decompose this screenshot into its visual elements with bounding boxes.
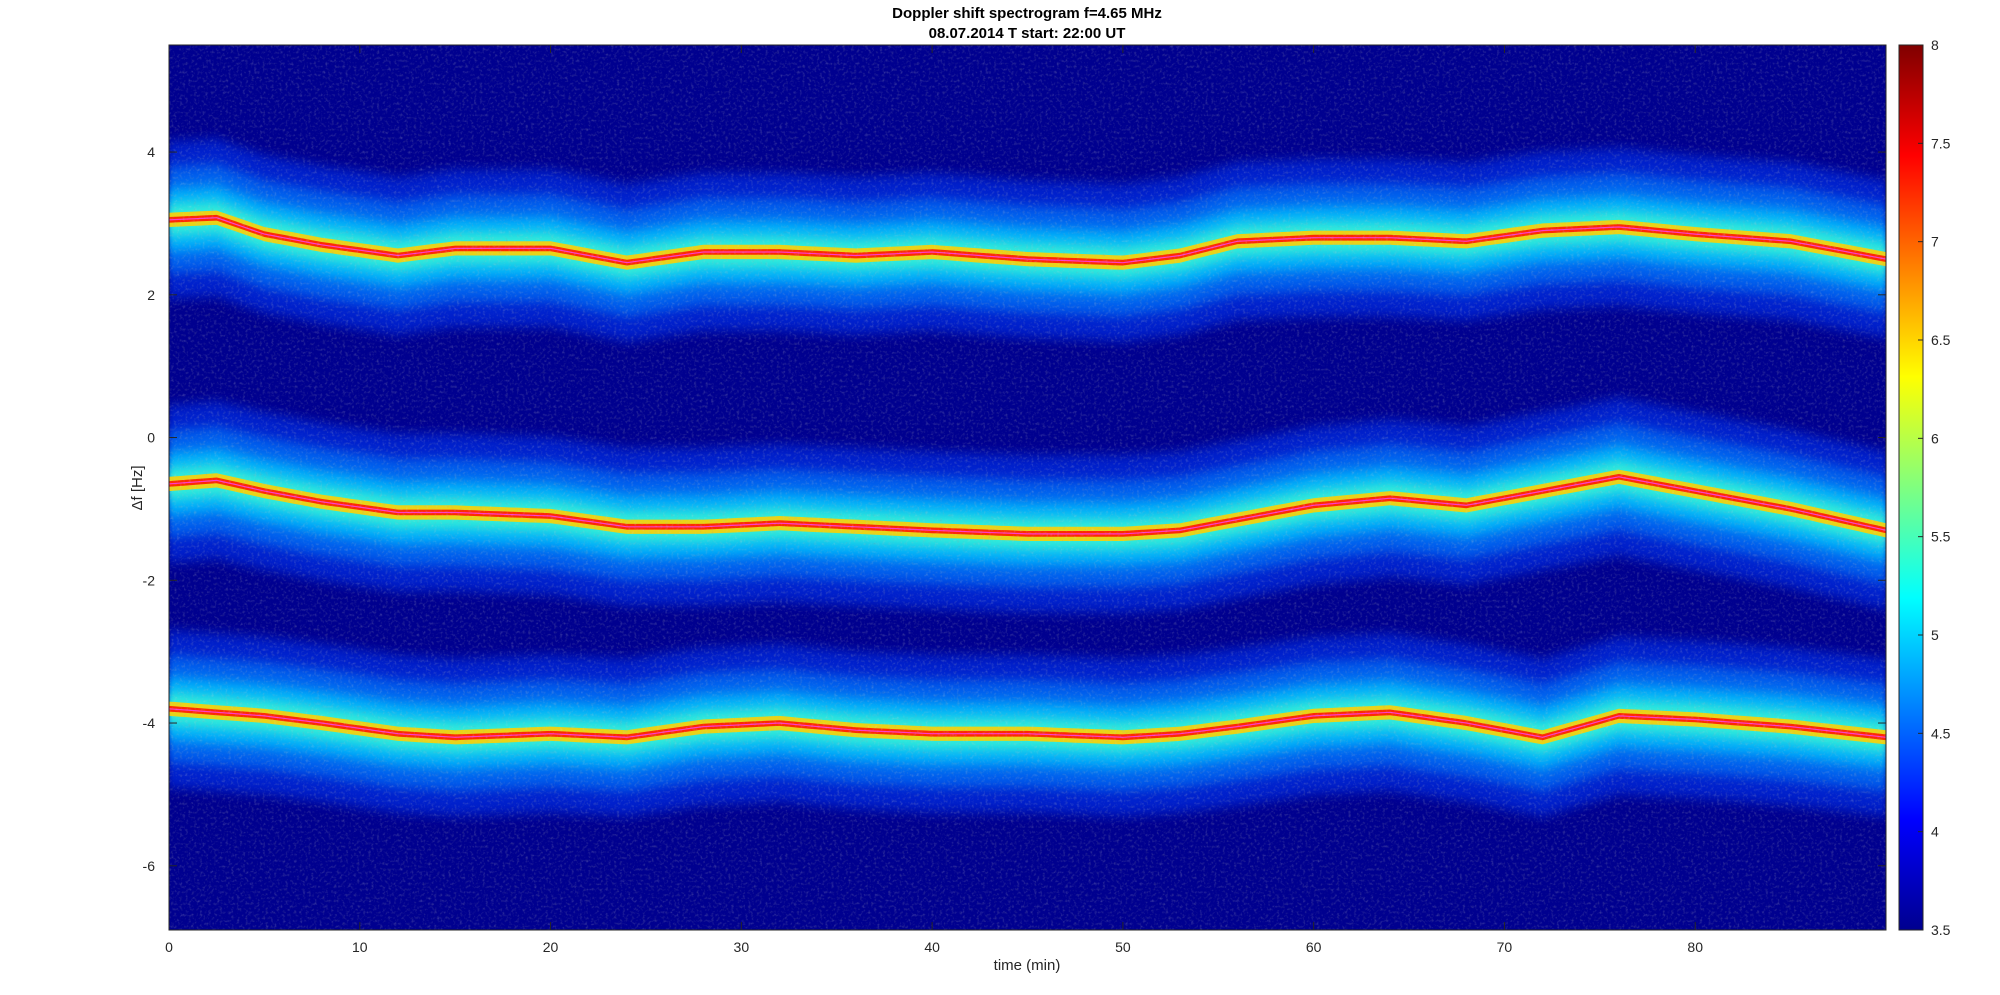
plot-frame xyxy=(168,44,1887,931)
x-tick-label: 20 xyxy=(543,939,559,955)
x-tick-label: 0 xyxy=(165,939,173,955)
y-axis-label: Δf [Hz] xyxy=(129,465,146,510)
x-tick-label: 70 xyxy=(1497,939,1513,955)
colorbar-tick-label: 3.5 xyxy=(1931,922,1951,938)
colorbar-ticks: 8 7.5 7 6.5 6 5.5 5 4.5 4 3.5 xyxy=(1918,37,1951,938)
x-axis-label: time (min) xyxy=(994,957,1061,974)
chart-subtitle: 08.07.2014 T start: 22:00 UT xyxy=(929,25,1126,42)
colorbar-tick-label: 5.5 xyxy=(1931,529,1951,545)
colorbar-tick-label: 4.5 xyxy=(1931,725,1951,741)
x-tick-label: 50 xyxy=(1115,939,1131,955)
chart-title: Doppler shift spectrogram f=4.65 MHz xyxy=(892,5,1162,22)
colorbar-tick-label: 7.5 xyxy=(1931,135,1951,151)
x-tick-label: 10 xyxy=(352,939,368,955)
colorbar-tick-label: 8 xyxy=(1931,37,1939,53)
y-tick-label: -2 xyxy=(143,572,156,588)
colorbar xyxy=(1898,44,1924,931)
y-axis-ticks: 4 2 0 -2 -4 -6 xyxy=(143,144,1886,874)
colorbar-tick-label: 7 xyxy=(1931,234,1939,250)
colorbar-tick-label: 6.5 xyxy=(1931,332,1951,348)
colorbar-tick-label: 5 xyxy=(1931,627,1939,643)
x-tick-label: 80 xyxy=(1687,939,1703,955)
colorbar-tick-label: 4 xyxy=(1931,824,1939,840)
colorbar-tick-label: 6 xyxy=(1931,430,1939,446)
spectral-bands xyxy=(169,45,1886,930)
x-axis-ticks: 0 10 20 30 40 50 60 70 80 xyxy=(165,45,1703,955)
x-tick-label: 30 xyxy=(734,939,750,955)
noise-texture xyxy=(169,45,1886,930)
y-tick-label: -4 xyxy=(143,715,156,731)
y-tick-label: -6 xyxy=(143,858,156,874)
x-tick-label: 60 xyxy=(1306,939,1322,955)
x-tick-label: 40 xyxy=(924,939,940,955)
y-tick-label: 2 xyxy=(147,287,155,303)
y-tick-label: 0 xyxy=(147,430,155,446)
y-tick-label: 4 xyxy=(147,144,155,160)
